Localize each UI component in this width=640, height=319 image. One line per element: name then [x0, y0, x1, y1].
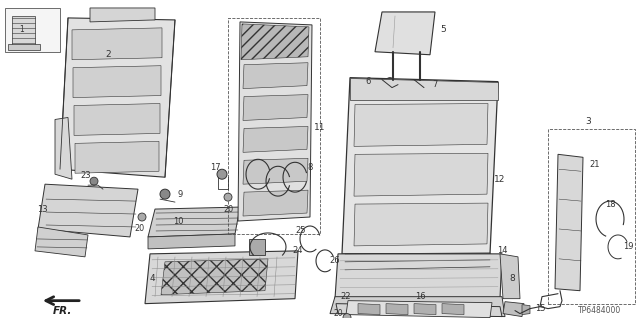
Polygon shape	[338, 254, 352, 281]
Text: 26: 26	[330, 256, 340, 265]
Polygon shape	[73, 66, 161, 98]
Polygon shape	[5, 8, 60, 52]
Text: 21: 21	[589, 160, 600, 169]
Text: 8: 8	[509, 274, 515, 283]
Polygon shape	[354, 104, 488, 146]
Polygon shape	[414, 304, 436, 315]
Ellipse shape	[224, 193, 232, 201]
Text: 12: 12	[494, 175, 506, 184]
Polygon shape	[555, 154, 583, 291]
Ellipse shape	[138, 213, 146, 221]
Text: 24: 24	[292, 246, 303, 256]
Ellipse shape	[385, 78, 395, 88]
Ellipse shape	[90, 177, 98, 185]
Polygon shape	[72, 28, 162, 60]
Text: 5: 5	[440, 26, 446, 34]
Ellipse shape	[343, 314, 351, 319]
Text: 8: 8	[307, 163, 313, 172]
Polygon shape	[354, 203, 488, 246]
Text: TP6484000: TP6484000	[579, 306, 621, 315]
Polygon shape	[55, 117, 72, 179]
Text: 25: 25	[296, 226, 307, 235]
Polygon shape	[38, 184, 138, 237]
Polygon shape	[12, 16, 35, 46]
Text: 3: 3	[585, 117, 591, 126]
Text: 10: 10	[173, 217, 183, 226]
Text: 19: 19	[623, 242, 633, 251]
Polygon shape	[386, 304, 408, 315]
Text: 22: 22	[340, 292, 351, 301]
Text: 16: 16	[415, 292, 426, 301]
Text: 4: 4	[149, 274, 155, 283]
Text: 23: 23	[81, 171, 92, 180]
Polygon shape	[75, 141, 159, 173]
Bar	[228, 18, 320, 234]
Polygon shape	[442, 304, 464, 315]
Text: 15: 15	[535, 304, 545, 313]
Polygon shape	[148, 207, 240, 237]
Polygon shape	[243, 94, 308, 121]
Polygon shape	[243, 158, 308, 184]
Polygon shape	[241, 24, 309, 60]
Polygon shape	[145, 251, 298, 304]
Text: FR.: FR.	[52, 306, 72, 315]
Ellipse shape	[160, 189, 170, 199]
Polygon shape	[336, 304, 502, 316]
Text: 20: 20	[134, 225, 144, 234]
Text: 20: 20	[223, 204, 233, 213]
Polygon shape	[238, 22, 312, 221]
Text: 20: 20	[333, 309, 343, 318]
Polygon shape	[503, 302, 524, 316]
Polygon shape	[522, 305, 530, 315]
Polygon shape	[161, 259, 268, 295]
Polygon shape	[90, 8, 155, 22]
Text: 7: 7	[432, 80, 438, 89]
Polygon shape	[35, 227, 88, 257]
Polygon shape	[74, 104, 160, 135]
Polygon shape	[500, 254, 520, 299]
Polygon shape	[358, 304, 380, 315]
Bar	[548, 130, 635, 304]
Polygon shape	[8, 44, 40, 50]
Polygon shape	[148, 234, 235, 249]
Ellipse shape	[413, 80, 423, 90]
Text: 1: 1	[20, 26, 24, 34]
Polygon shape	[243, 190, 308, 216]
Polygon shape	[60, 18, 175, 177]
Polygon shape	[375, 12, 435, 55]
Polygon shape	[354, 153, 488, 196]
Polygon shape	[249, 239, 265, 255]
Text: 6: 6	[365, 77, 371, 86]
Polygon shape	[335, 254, 502, 299]
Ellipse shape	[217, 169, 227, 179]
Text: 18: 18	[605, 200, 615, 209]
Polygon shape	[243, 63, 308, 89]
Polygon shape	[330, 297, 505, 316]
Text: 2: 2	[105, 50, 111, 59]
Polygon shape	[342, 78, 498, 254]
Text: 17: 17	[210, 163, 220, 172]
Polygon shape	[243, 126, 308, 152]
Text: 11: 11	[314, 123, 326, 132]
Polygon shape	[490, 254, 502, 279]
Text: 14: 14	[497, 246, 508, 256]
Polygon shape	[350, 78, 498, 100]
Text: 9: 9	[177, 189, 182, 199]
Text: 13: 13	[36, 204, 47, 213]
Polygon shape	[346, 300, 492, 318]
